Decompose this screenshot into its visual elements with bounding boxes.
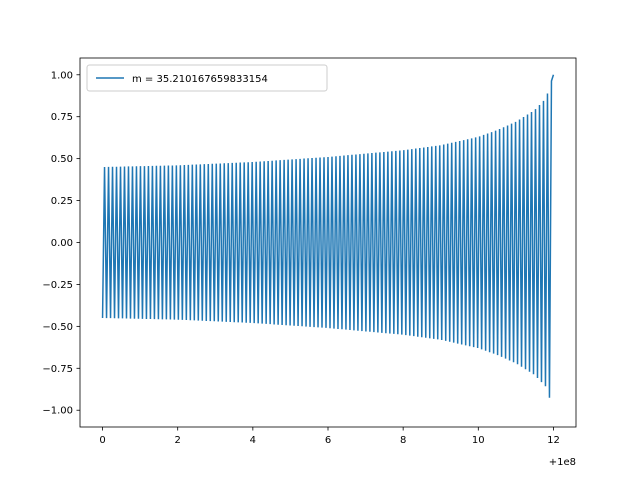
y-tick-label: −0.50 [42, 322, 73, 333]
y-tick-label: −1.00 [42, 406, 73, 417]
x-tick-label: 8 [400, 435, 406, 446]
x-axis: 0 2 4 6 8 10 12 [99, 427, 560, 446]
plot-area [80, 58, 576, 427]
x-tick-label: 2 [175, 435, 181, 446]
y-tick-label: 0.25 [51, 196, 73, 207]
y-tick-label: 0.50 [51, 154, 73, 165]
y-axis: 1.00 0.75 0.50 0.25 0.00 −0.25 −0.50 −0.75 −1.00 [42, 70, 80, 417]
legend-box [86, 64, 328, 92]
x-axis-offset-label: +1e8 [549, 457, 576, 468]
legend: m = 35.210167659833154 [86, 64, 328, 92]
legend-series-label: m = 35.210167659833154 [132, 74, 268, 85]
y-tick-label: −0.25 [42, 280, 73, 291]
x-tick-label: 12 [547, 435, 560, 446]
y-tick-label: 0.75 [51, 112, 73, 123]
y-tick-label: 0.00 [51, 238, 73, 249]
y-tick-label: −0.75 [42, 364, 73, 375]
x-tick-label: 0 [99, 435, 105, 446]
y-tick-label: 1.00 [51, 70, 73, 81]
x-tick-label: 6 [325, 435, 331, 446]
x-tick-label: 10 [472, 435, 485, 446]
x-tick-label: 4 [250, 435, 256, 446]
series-layer [101, 74, 555, 398]
series-line [101, 74, 555, 398]
